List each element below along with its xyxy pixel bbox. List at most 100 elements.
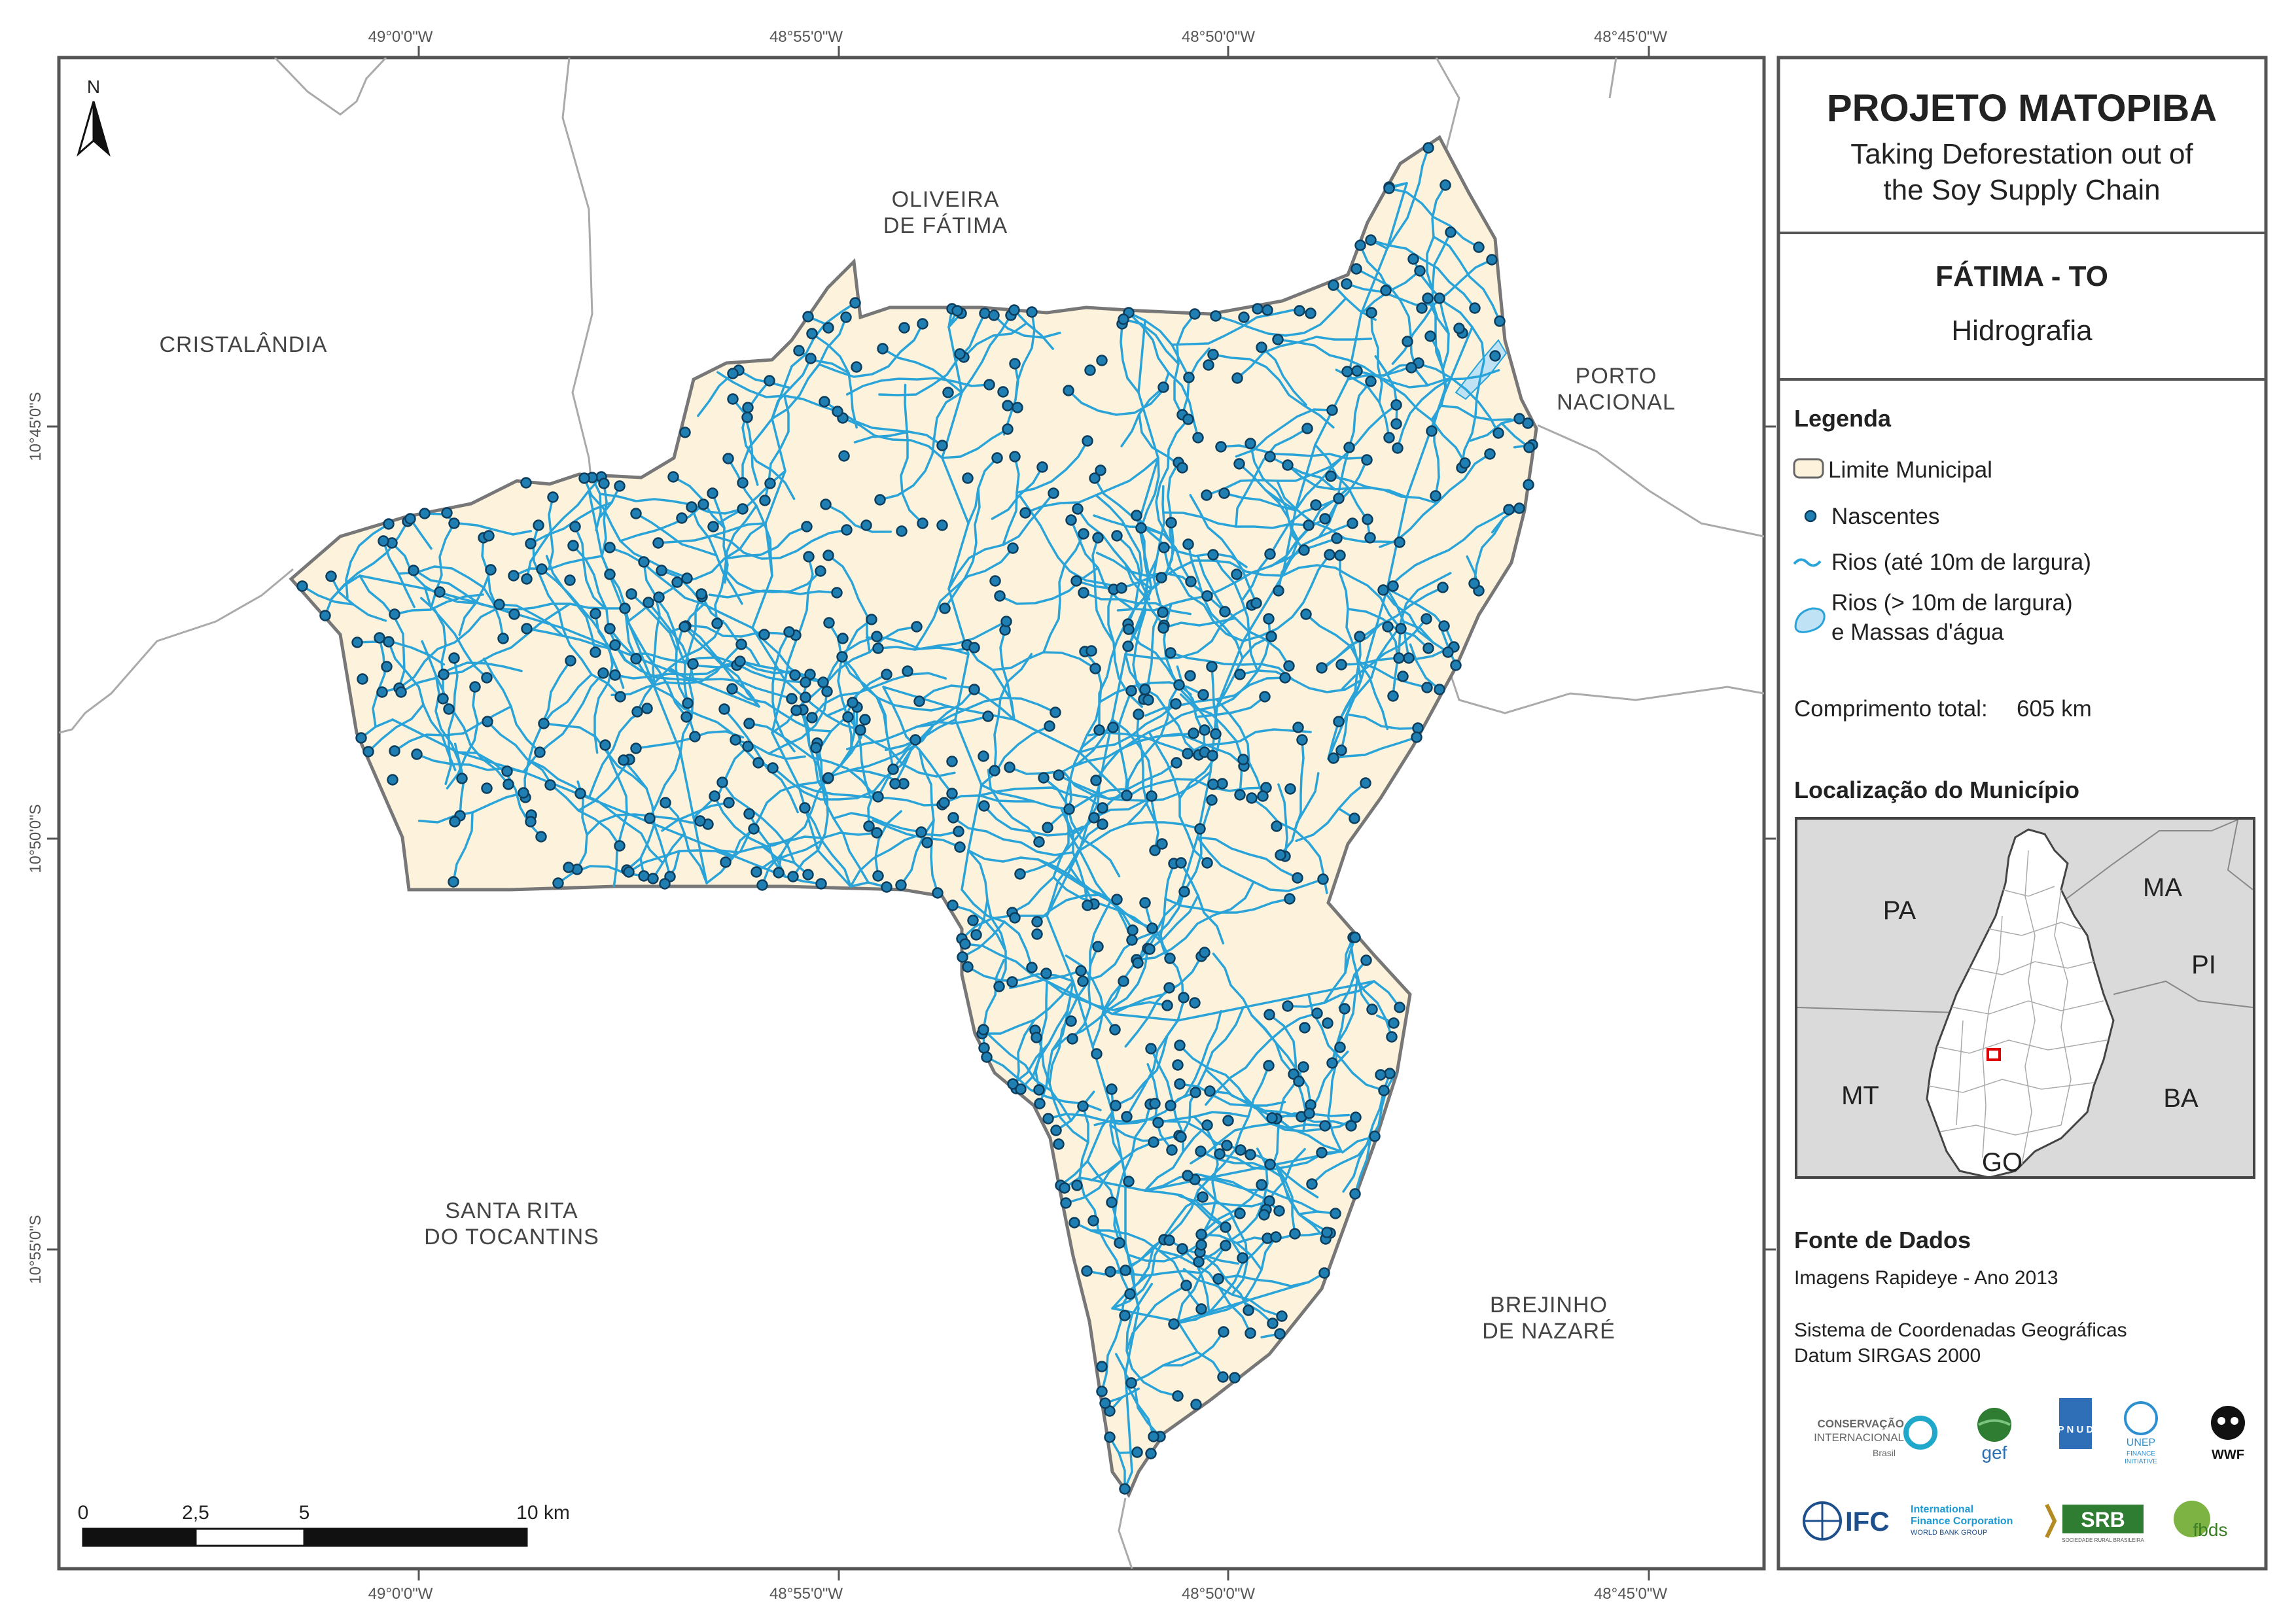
river-line [853, 430, 944, 447]
spring-point [1354, 239, 1366, 251]
spring-point [1065, 514, 1077, 526]
spring-point [1031, 916, 1043, 928]
spring-point [1166, 1144, 1178, 1156]
spring-point [567, 540, 579, 551]
spring-point [1082, 435, 1093, 447]
river-line [1078, 849, 1154, 930]
river-line [1335, 368, 1390, 439]
spring-point [902, 665, 913, 677]
spring-point [978, 800, 990, 812]
river-line [961, 314, 1012, 394]
bottom-tick-label: 49°0'0"W [368, 1585, 433, 1603]
spring-point [1275, 849, 1286, 861]
source-line3: Datum SIRGAS 2000 [1794, 1345, 1981, 1367]
spring-point [1199, 947, 1210, 958]
ci-logo-text: CONSERVAÇÃO [1817, 1417, 1904, 1430]
river-line [1353, 973, 1393, 1038]
river-line [1140, 457, 1160, 529]
gef-logo: gef [1977, 1408, 2011, 1463]
pnud-logo: P N U D [2058, 1398, 2094, 1449]
spring-point [1042, 1113, 1054, 1125]
river-line [525, 627, 618, 652]
spring-point [1513, 502, 1525, 514]
spring-point [1394, 1002, 1405, 1013]
spring-point [630, 742, 642, 754]
river-line [1215, 698, 1264, 797]
river-line [1402, 620, 1449, 654]
river-line [727, 457, 773, 577]
spring-point [1119, 1310, 1131, 1321]
river-line [993, 653, 1033, 772]
legend-rios-large-label: Rios (> 10m de largura) [1831, 590, 2073, 616]
river-line [579, 792, 664, 864]
spring-point [1210, 728, 1222, 740]
spring-point [574, 788, 586, 799]
spring-point [1214, 1148, 1226, 1160]
spring-point [789, 669, 801, 681]
spring-point [947, 812, 959, 824]
river-line [723, 525, 808, 560]
spring-point [823, 617, 835, 629]
map-theme: Hidrografia [1951, 315, 2093, 347]
spring-point [1360, 954, 1372, 966]
river-line [1473, 517, 1505, 585]
spring-point [1283, 660, 1295, 672]
spring-point [767, 762, 779, 774]
spring-point [1220, 1221, 1231, 1233]
river-line [1346, 713, 1419, 730]
spring-point [1489, 350, 1501, 362]
spring-point [1089, 472, 1101, 484]
fbds-logo-text: fbds [2193, 1520, 2228, 1540]
spring-point [521, 623, 533, 635]
state-label-pa: PA [1883, 896, 1916, 925]
river-line [1114, 1103, 1152, 1208]
spring-point [978, 1042, 990, 1054]
river-line [661, 801, 730, 832]
spring-point [1523, 479, 1534, 491]
river-line [301, 585, 355, 606]
spring-point [742, 741, 754, 752]
spring-point [1216, 778, 1228, 790]
ci-logo-text: Brasil [1873, 1448, 1896, 1458]
spring-point [1165, 647, 1176, 659]
river-line [849, 830, 960, 888]
state-label-go: GO [1982, 1148, 2022, 1177]
spring-point [1071, 1179, 1083, 1191]
spring-point [1243, 1304, 1254, 1316]
spring-point [1077, 1100, 1089, 1112]
river-line [1055, 1091, 1095, 1132]
river-line [1277, 783, 1288, 858]
river-line [1112, 549, 1165, 627]
river-line [444, 657, 459, 786]
spring-point [1392, 442, 1404, 454]
river-line [790, 302, 857, 368]
spring-point [1335, 744, 1347, 756]
river-line [849, 739, 917, 771]
spring-point [872, 791, 884, 803]
river-line [1016, 440, 1089, 494]
river-line [486, 720, 590, 799]
spring-point [1438, 620, 1450, 632]
spring-point [652, 537, 664, 549]
river-line [1067, 372, 1170, 416]
river-line [359, 574, 406, 689]
spring-point [1014, 868, 1026, 880]
spring-point [938, 797, 950, 809]
river-line [1201, 1253, 1250, 1312]
spring-point [1146, 922, 1158, 934]
river-line [1426, 297, 1447, 421]
spring-point [355, 732, 367, 744]
river-line [391, 542, 477, 604]
river-line [1278, 1115, 1352, 1127]
river-line [1196, 836, 1299, 879]
river-line [731, 688, 832, 733]
spring-point [1026, 962, 1038, 973]
river-line [1046, 788, 1129, 829]
spring-point [590, 608, 601, 620]
spring-point [821, 686, 833, 697]
spring-point [802, 311, 814, 323]
spring-point [1424, 330, 1436, 342]
spring-point [408, 565, 419, 576]
river-line [1260, 346, 1307, 406]
spring-point [1264, 548, 1276, 560]
